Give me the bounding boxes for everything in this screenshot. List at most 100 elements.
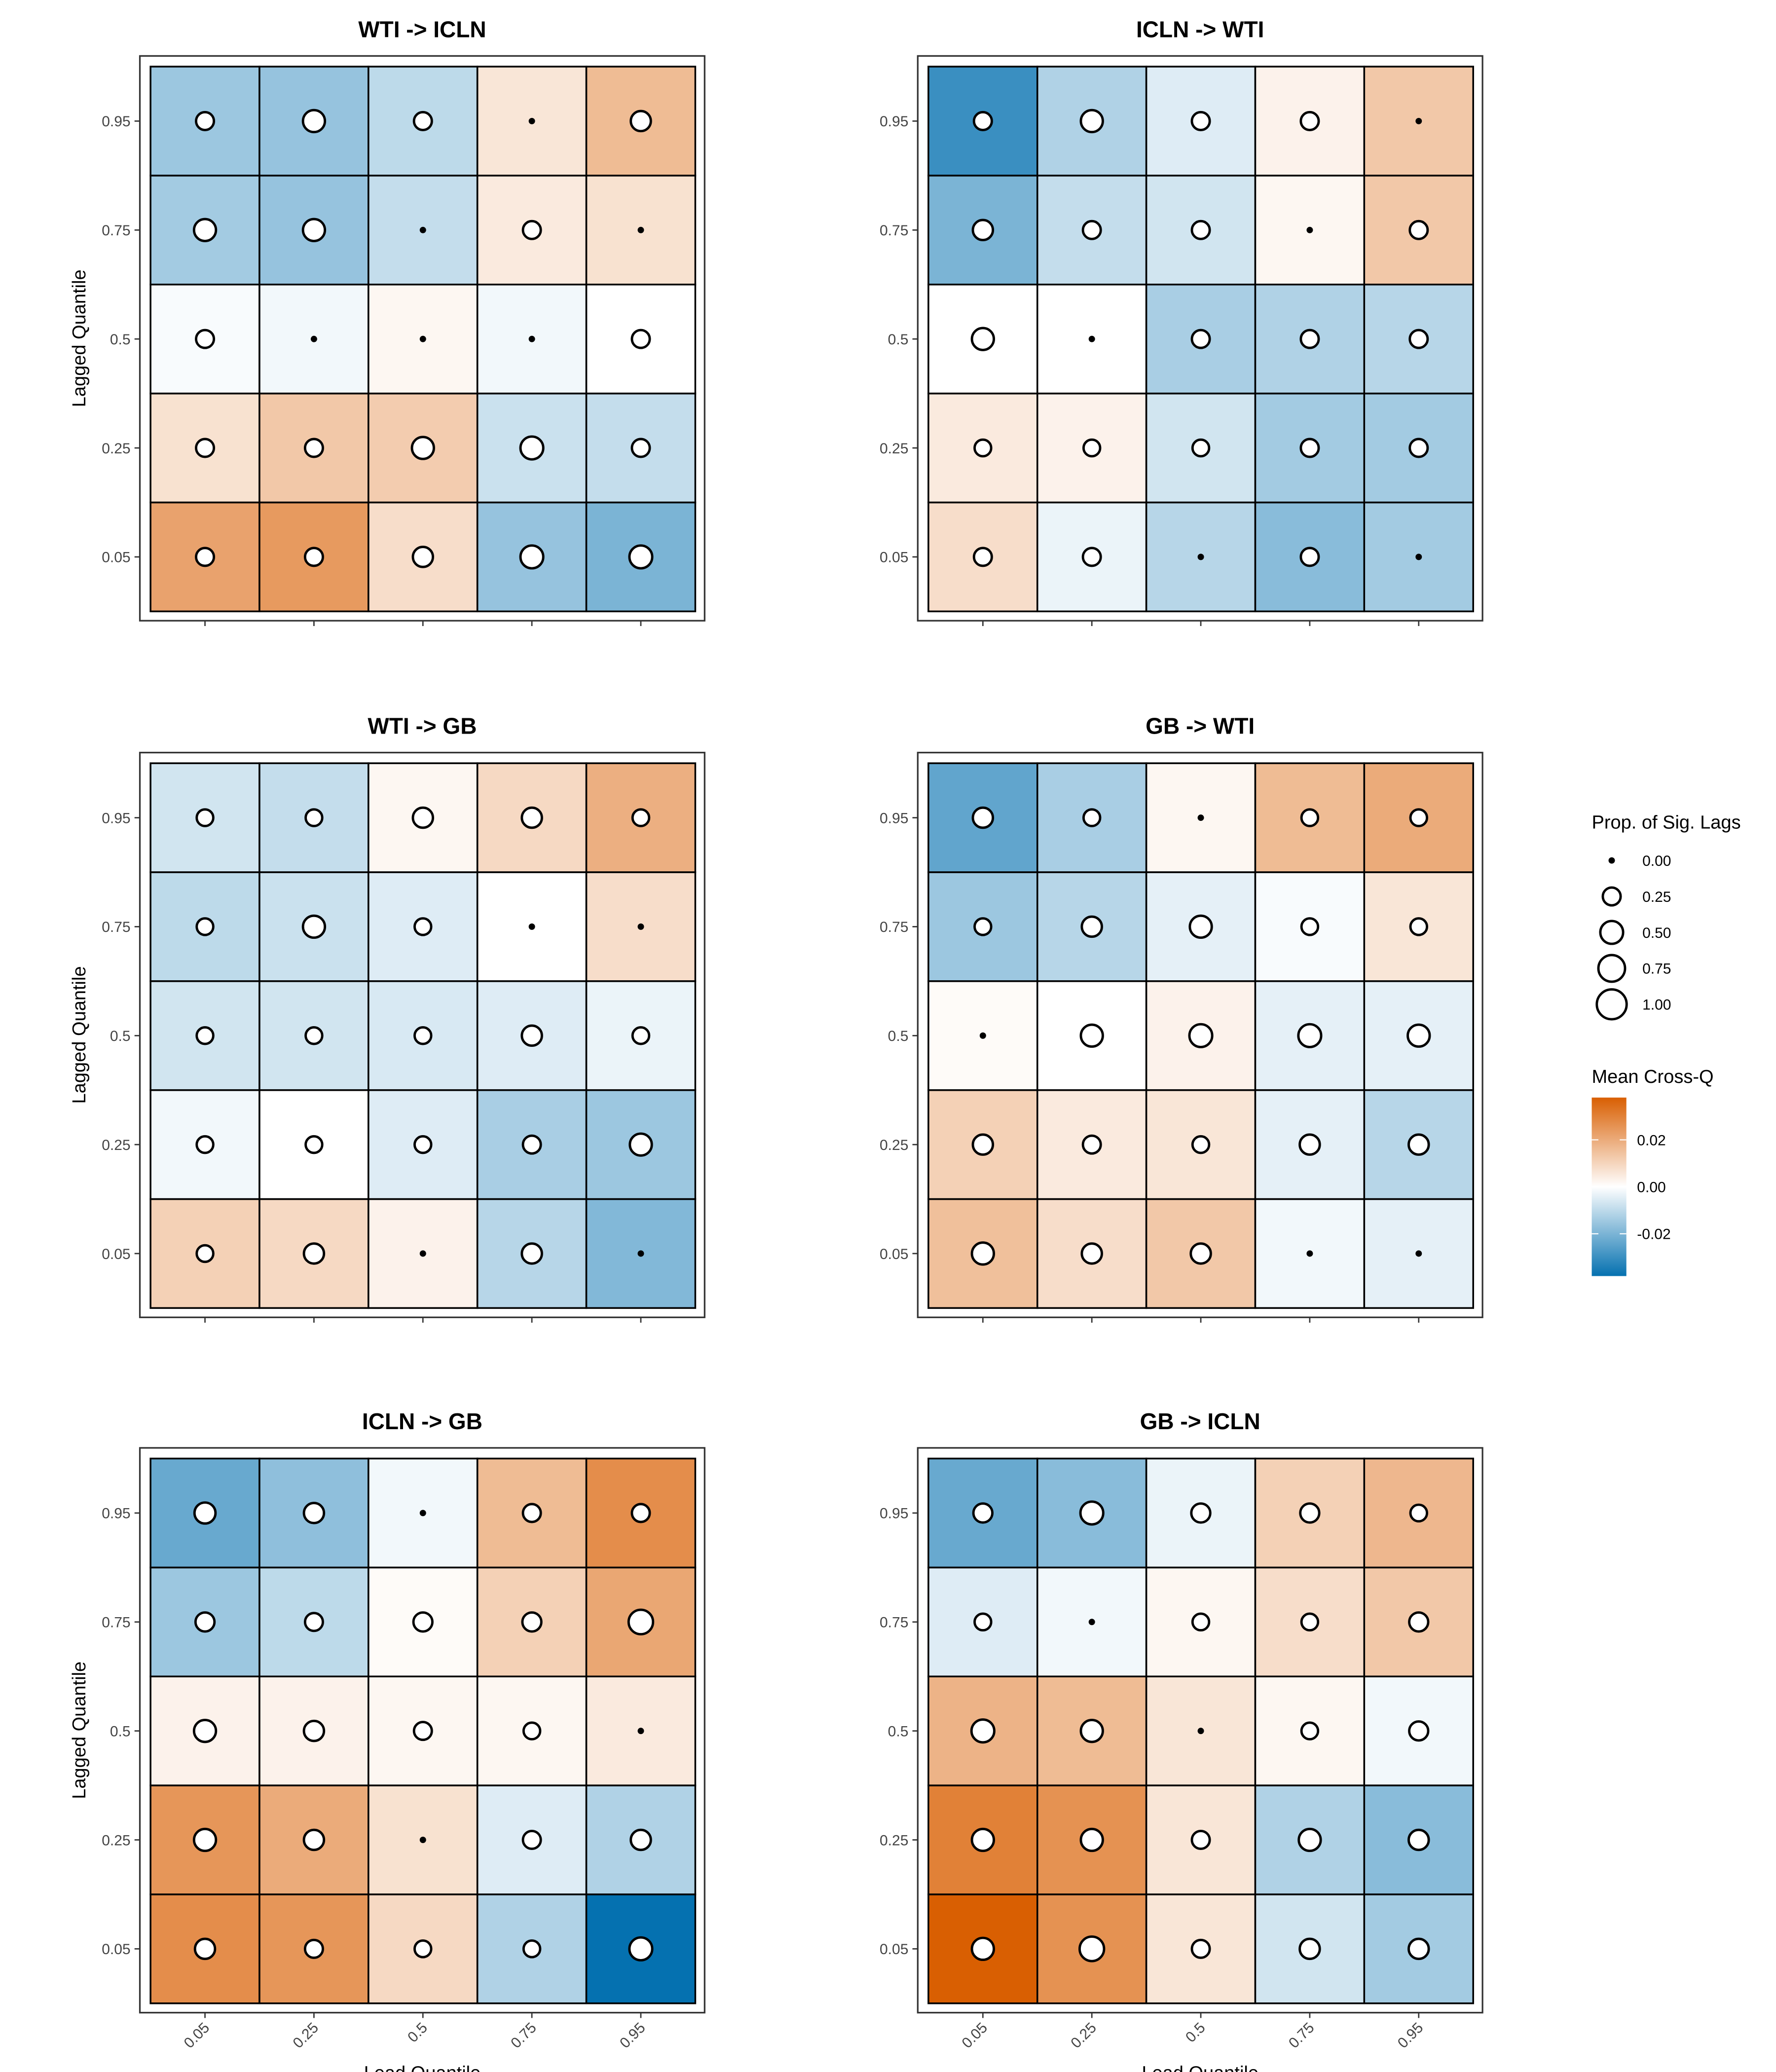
- sig-point: [1081, 220, 1102, 240]
- sig-point: [519, 544, 545, 570]
- x-tick-label: 0.5: [405, 2020, 431, 2046]
- sig-point: [629, 110, 652, 133]
- legend-size: Prop. of Sig. Lags 0.00 0.25 0.50 0.75 1.00: [1592, 812, 1741, 1021]
- y-tick-label: 0.5: [888, 1723, 909, 1739]
- sig-point: [519, 435, 545, 461]
- panel-5: ICLN -> GB 0.05 0.25 0.5 0.75 0.95 Lagged Quan…: [69, 1408, 705, 2072]
- sig-point: [630, 1503, 651, 1523]
- legend-size-key: [1595, 988, 1628, 1021]
- sig-point: [193, 1937, 217, 1961]
- sig-point: [973, 917, 993, 936]
- sig-point: [1299, 111, 1320, 131]
- sig-point: [1407, 1133, 1430, 1156]
- sig-point: [1079, 109, 1104, 134]
- y-tick-label: 0.25: [102, 441, 130, 457]
- y-tick-label: 0.75: [880, 919, 908, 935]
- sig-point: [1299, 438, 1320, 458]
- sig-point: [1190, 1938, 1211, 1959]
- sig-point: [522, 1939, 542, 1959]
- sig-point: [970, 1827, 996, 1852]
- legend-size-key: [1597, 954, 1627, 983]
- heatmap-cell: [1254, 762, 1366, 873]
- sig-point: [1079, 1500, 1105, 1526]
- sig-point: [521, 1503, 542, 1523]
- sig-point: [413, 1939, 433, 1959]
- colorbar-label: 0.02: [1637, 1132, 1665, 1148]
- sig-point: [630, 438, 651, 458]
- legend-size-key: [1601, 886, 1622, 907]
- sig-point: [419, 335, 426, 342]
- y-tick-label: 0.05: [102, 1246, 130, 1262]
- sig-point: [979, 1032, 986, 1039]
- sig-point: [195, 808, 215, 827]
- sig-point: [1197, 814, 1204, 821]
- y-tick-label: 0.95: [880, 113, 908, 130]
- sig-point: [304, 1026, 324, 1045]
- y-tick-label: 0.75: [102, 222, 130, 239]
- sig-point: [1081, 547, 1102, 567]
- sig-point: [637, 1250, 644, 1257]
- legend-size-key: [1599, 920, 1625, 945]
- y-tick-label: 0.5: [110, 332, 131, 348]
- sig-point: [193, 1501, 217, 1525]
- sig-point: [1407, 1828, 1430, 1851]
- legend-color: Mean Cross-Q 0.02 0.00 -0.02: [1591, 1067, 1714, 1276]
- sig-point: [304, 1135, 324, 1154]
- sig-point: [419, 1510, 426, 1517]
- sig-point: [1299, 1502, 1321, 1524]
- sig-point: [521, 220, 542, 240]
- colorbar-label: -0.02: [1637, 1226, 1670, 1243]
- sig-point: [1409, 1503, 1429, 1523]
- y-tick-label: 0.95: [102, 113, 130, 130]
- panel-title: ICLN -> WTI: [1136, 17, 1264, 42]
- sig-point: [637, 1728, 644, 1735]
- panel-title: WTI -> GB: [368, 713, 477, 739]
- sig-point: [1408, 1720, 1430, 1742]
- sig-point: [1191, 1135, 1211, 1154]
- y-tick-label: 0.5: [888, 1028, 909, 1044]
- sig-point: [412, 1721, 433, 1741]
- x-tick-label: 0.5: [1183, 2020, 1209, 2046]
- legend-size-label: 0.50: [1642, 925, 1671, 941]
- legend-size-label: 0.25: [1642, 889, 1671, 905]
- sig-point: [1408, 1611, 1430, 1633]
- x-tick-label: 0.75: [1286, 2020, 1318, 2052]
- sig-point: [1300, 917, 1320, 936]
- y-tick-label: 0.75: [880, 1615, 908, 1631]
- sig-point: [1189, 1242, 1212, 1265]
- sig-point: [302, 1828, 326, 1851]
- y-tick-label: 0.05: [880, 1246, 908, 1262]
- sig-point: [1080, 1242, 1103, 1265]
- sig-point: [413, 1135, 433, 1154]
- sig-point: [1079, 1023, 1104, 1048]
- sig-point: [1188, 914, 1213, 939]
- x-tick-label: 0.25: [290, 2020, 322, 2052]
- sig-point: [1415, 117, 1422, 124]
- sig-point: [303, 1612, 324, 1632]
- sig-point: [971, 1133, 995, 1156]
- x-tick-label: 0.95: [1395, 2020, 1427, 2052]
- sig-point: [303, 438, 324, 458]
- sig-point: [302, 1719, 326, 1742]
- sig-point: [1297, 1827, 1322, 1852]
- sig-point: [1190, 111, 1211, 131]
- x-tick-label: 0.75: [508, 2020, 540, 2052]
- sig-point: [629, 1132, 653, 1157]
- sig-point: [1191, 1612, 1211, 1632]
- sig-point: [629, 1828, 652, 1851]
- sig-point: [1300, 808, 1320, 827]
- sig-point: [301, 109, 327, 134]
- legend-size-title: Prop. of Sig. Lags: [1592, 812, 1741, 833]
- y-tick-label: 0.75: [880, 222, 908, 239]
- sig-point: [1300, 1612, 1320, 1632]
- sig-point: [631, 1026, 651, 1045]
- y-axis-title: Lagged Quantile: [69, 1662, 90, 1799]
- y-tick-label: 0.95: [102, 810, 130, 826]
- sig-point: [1409, 917, 1429, 936]
- sig-point: [1080, 915, 1103, 938]
- sig-point: [971, 806, 995, 829]
- sig-point: [1190, 220, 1211, 240]
- panel-title: GB -> WTI: [1146, 713, 1255, 739]
- heatmap-cell: [259, 1089, 370, 1200]
